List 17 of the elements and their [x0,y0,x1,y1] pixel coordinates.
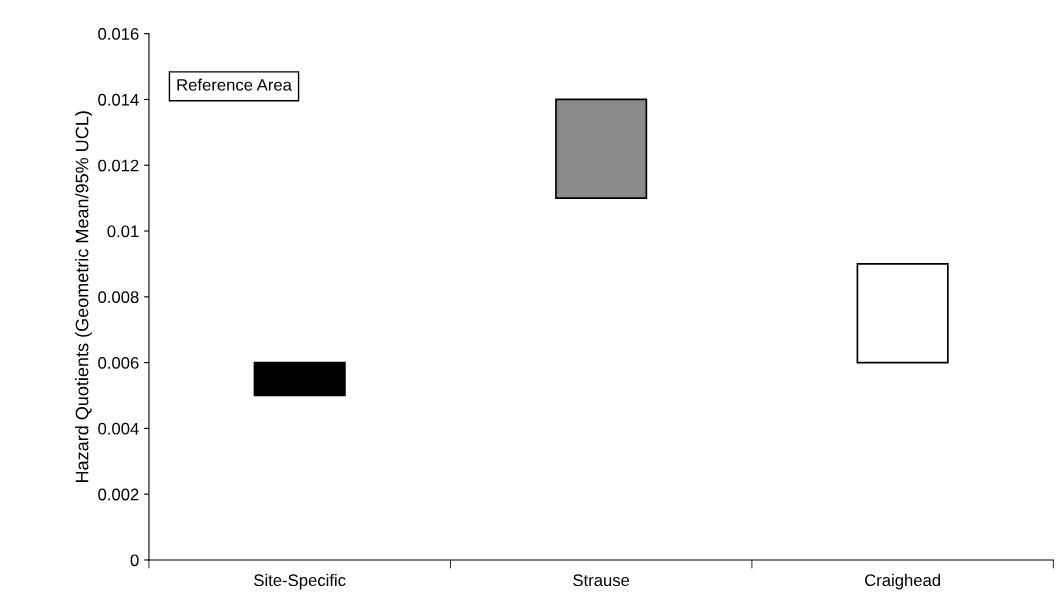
y-tick-label: 0.012 [98,159,139,172]
y-tick-label: 0.01 [107,225,139,238]
annotation: Reference Area [177,78,292,91]
bar [555,98,648,199]
x-tick-label: Craighead [865,573,941,590]
y-axis-title: Hazard Quotients (Geometric Mean/95% UCL) [75,111,92,482]
bar [856,263,949,364]
y-tick-label: 0.004 [98,422,139,435]
x-tick-label: Strause [573,574,630,587]
y-tick-label: 0.006 [98,357,139,369]
x-tick-label: Site-Specific [254,573,346,590]
y-tick-label: 0.016 [98,28,139,40]
y-tick-label: 0.002 [98,488,139,501]
y-tick-label: 0.014 [98,93,139,106]
bar [253,361,346,397]
y-tick-label: 0 [130,554,139,567]
y-tick-label: 0.008 [98,291,139,304]
